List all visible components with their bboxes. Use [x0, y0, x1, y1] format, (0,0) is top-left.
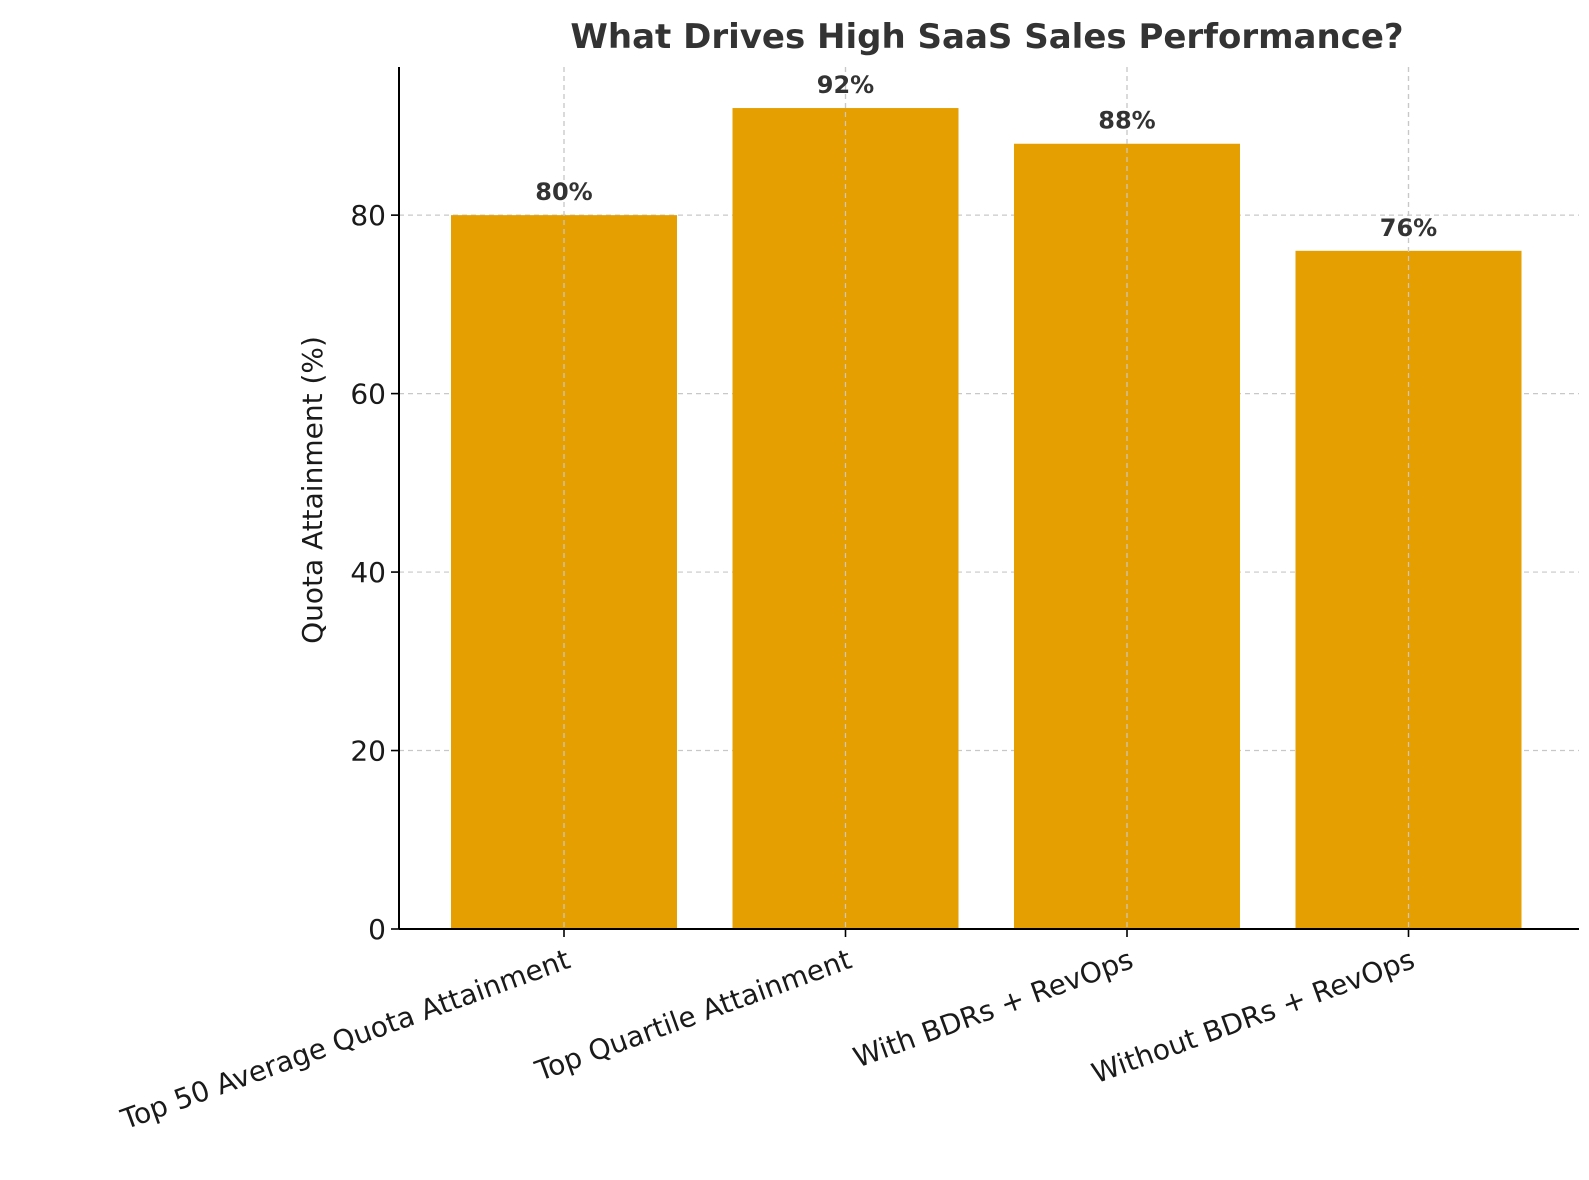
data-label: 88%	[1098, 107, 1155, 135]
data-label: 80%	[535, 178, 592, 206]
data-label: 92%	[817, 71, 874, 99]
y-tick-label: 60	[350, 378, 386, 411]
x-tick-label: Without BDRs + RevOps	[1087, 943, 1419, 1091]
y-tick-label: 20	[350, 735, 386, 768]
data-label: 76%	[1380, 214, 1437, 242]
data-labels: 80% 92% 88% 76%	[535, 71, 1437, 242]
y-tick-label: 40	[350, 556, 386, 589]
x-tick-label: Top Quartile Attainment	[530, 943, 856, 1089]
x-tick-label: With BDRs + RevOps	[849, 943, 1137, 1075]
x-tick-label: Top 50 Average Quota Attainment	[116, 943, 575, 1137]
y-axis-label: Quota Attainment (%)	[296, 336, 329, 644]
y-tick-label: 0	[368, 913, 386, 946]
y-tick-label: 80	[350, 199, 386, 232]
chart-title: What Drives High SaaS Sales Performance?	[570, 17, 1403, 57]
bars	[451, 67, 1522, 930]
